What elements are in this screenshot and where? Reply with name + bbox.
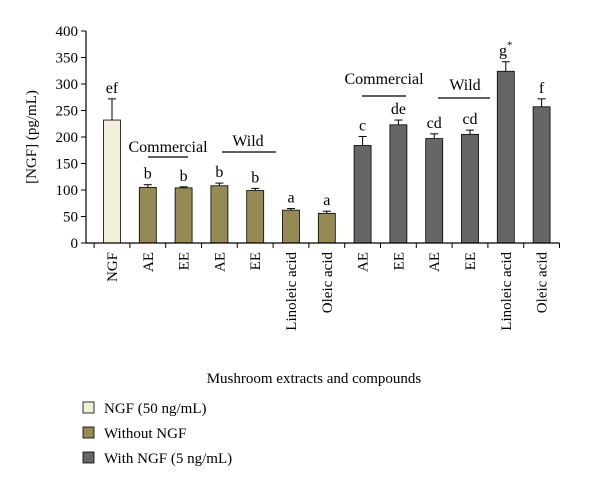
y-tick-label: 250: [56, 104, 79, 120]
x-tick-label: Linoleic acid: [284, 252, 300, 331]
group-labels: Commercial Wild Commercial Wild: [128, 71, 490, 158]
x-tick-label: Oleic acid: [535, 252, 551, 314]
legend-label: With NGF (5 ng/mL): [104, 451, 232, 467]
significance-label: de: [391, 101, 406, 118]
significance-label: a: [287, 190, 294, 207]
bar: [496, 70, 515, 244]
bar: [246, 190, 265, 244]
legend-label: NGF (50 ng/mL): [104, 401, 207, 417]
bar: [282, 209, 300, 244]
significance-label: cd: [427, 115, 442, 132]
x-tick-label: EE: [463, 252, 479, 270]
x-tick-label: AE: [427, 252, 443, 272]
bar: [317, 212, 336, 244]
legend-swatch: [82, 451, 95, 464]
bar: [389, 124, 408, 244]
y-tick-label: 0: [71, 236, 79, 252]
x-tick-label: AE: [356, 252, 372, 272]
legend-swatch: [82, 401, 95, 414]
x-tick-label: AE: [212, 252, 228, 272]
x-tick-label: NGF: [105, 252, 121, 282]
x-axis: NGF AE EE AE EE Linoleic acid Oleic acid AE EE AE…: [86, 242, 560, 331]
significance-label: b: [180, 168, 188, 185]
bar: [461, 133, 479, 244]
bar: [353, 145, 372, 244]
significance-label: g*: [499, 40, 513, 60]
y-axis-label: [NGF] (pg/mL): [24, 90, 40, 184]
y-tick-label: 350: [56, 51, 79, 67]
group-label: Commercial: [344, 71, 424, 88]
x-tick-label: EE: [248, 252, 264, 270]
significance-label: b: [215, 164, 223, 181]
bar: [103, 119, 121, 244]
y-tick-label: 150: [56, 157, 79, 173]
significance-label: b: [144, 166, 152, 183]
x-tick-label: EE: [177, 252, 193, 270]
significance-label: f: [539, 80, 545, 97]
y-tick-label: 50: [63, 210, 78, 226]
bar: [425, 138, 444, 244]
significance-label: c: [359, 117, 366, 134]
legend-label: Without NGF: [104, 426, 186, 442]
significance-label: cd: [462, 111, 477, 128]
group-label: Commercial: [128, 139, 208, 156]
x-tick-label: Linoleic acid: [499, 252, 515, 331]
bar: [138, 186, 157, 244]
x-tick-label: AE: [141, 252, 157, 272]
x-tick-label: EE: [391, 252, 407, 270]
legend: NGF (50 ng/mL) Without NGF With NGF (5 ng/…: [82, 401, 232, 467]
bars-layer: ef b b b b a a c de cd cd g* f: [103, 40, 551, 244]
bar: [174, 187, 193, 244]
bar: [532, 106, 551, 244]
bar: [210, 185, 229, 244]
group-label: Wild: [449, 77, 480, 94]
significance-label: b: [251, 169, 259, 186]
significance-label: ef: [106, 80, 119, 97]
y-tick-label: 200: [56, 130, 79, 146]
y-tick-label: 100: [56, 183, 79, 199]
y-axis: 0 50 100 150 200 250 300 350 400: [56, 24, 87, 252]
x-tick-label: Oleic acid: [320, 252, 336, 314]
legend-swatch: [82, 426, 95, 439]
group-label: Wild: [232, 133, 263, 150]
y-tick-label: 400: [56, 24, 79, 40]
x-axis-label: Mushroom extracts and compounds: [207, 371, 422, 387]
y-tick-label: 300: [56, 77, 79, 93]
significance-label: a: [323, 192, 330, 209]
